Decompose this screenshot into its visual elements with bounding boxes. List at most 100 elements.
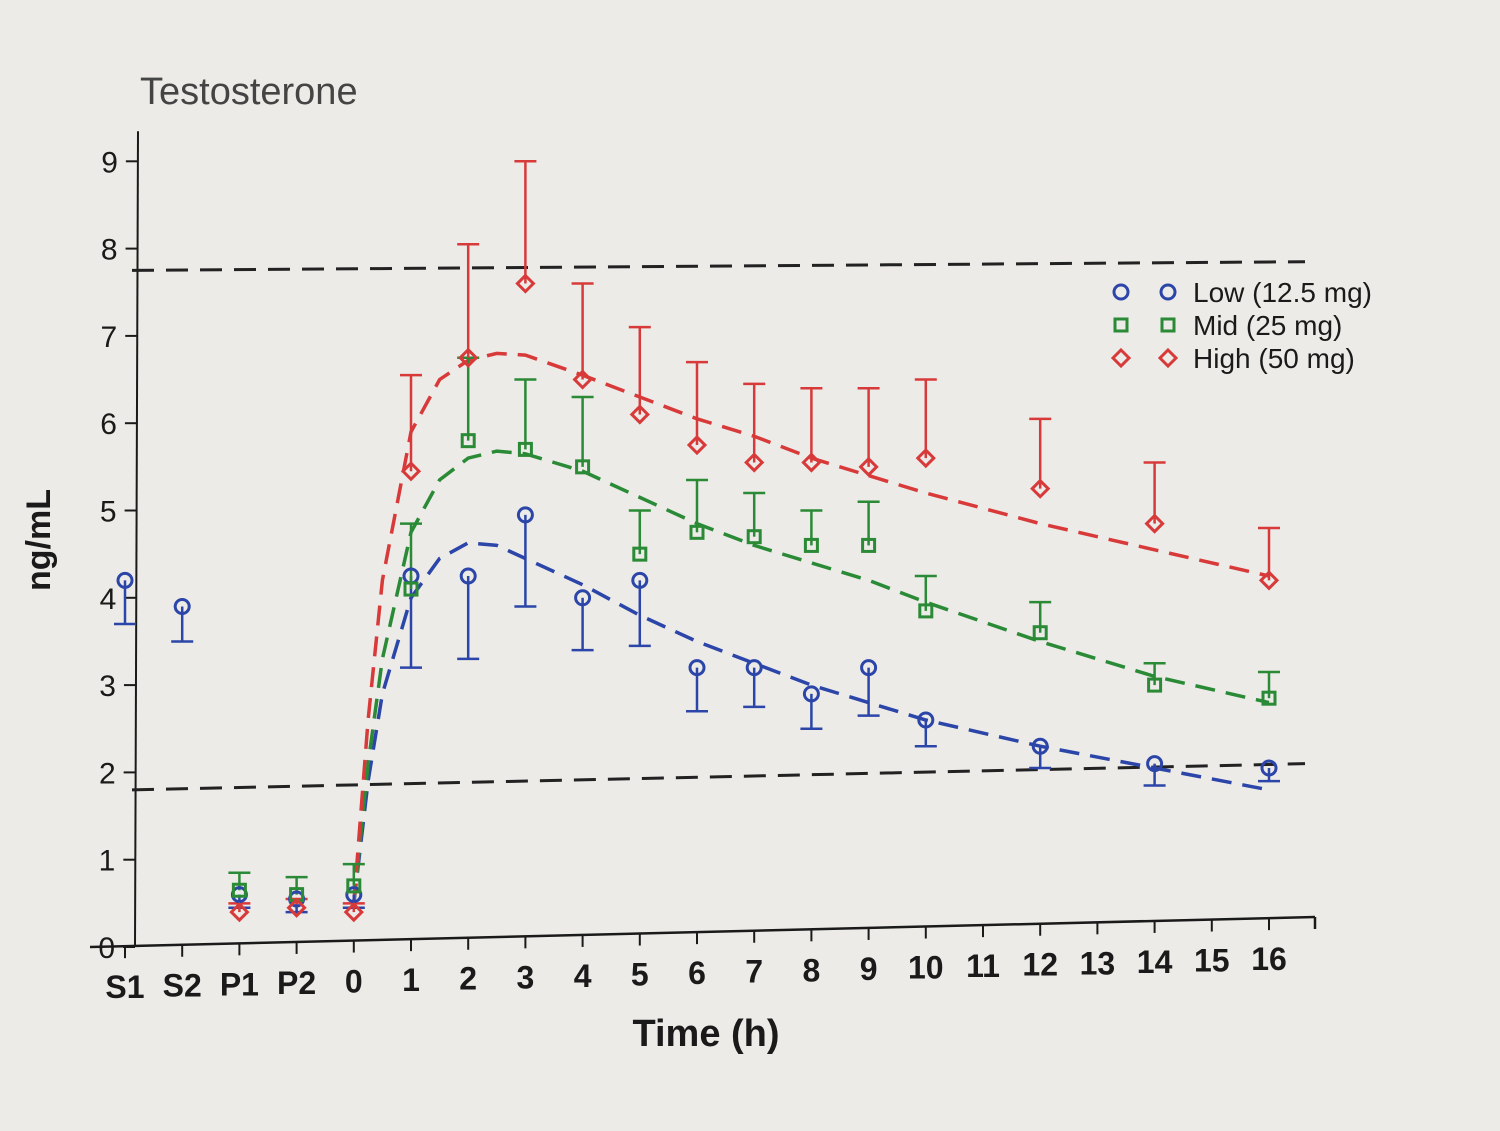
x-tick-label: 10	[908, 950, 944, 986]
y-axis-label: ng/mL	[20, 489, 58, 591]
data-point	[343, 901, 364, 923]
data-point	[915, 447, 936, 469]
data-point	[345, 886, 363, 904]
data-point	[459, 567, 477, 585]
data-point	[801, 452, 822, 473]
y-tick-label: 8	[101, 234, 118, 267]
x-tick-label: 9	[860, 951, 878, 987]
y-tick-label: 1	[99, 845, 116, 878]
legend-marker	[1112, 283, 1130, 301]
x-tick-label: 7	[745, 954, 763, 990]
data-point	[802, 685, 820, 703]
reference-lines	[131, 260, 1306, 792]
y-tick-label: 0	[98, 932, 115, 965]
data-point	[575, 459, 591, 475]
data-point	[746, 529, 762, 545]
data-point	[917, 711, 935, 729]
x-tick-label: 5	[631, 957, 649, 993]
x-tick-label: 14	[1137, 944, 1173, 980]
x-tick-label: 4	[574, 958, 592, 994]
data-point	[286, 897, 307, 918]
y-tick-label: 2	[99, 757, 116, 790]
x-tick-label: 6	[688, 955, 706, 991]
x-tick-label: 3	[517, 959, 535, 995]
data-point	[403, 581, 419, 597]
legend-label: Low (12.5 mg)	[1193, 277, 1372, 308]
data-point	[516, 506, 534, 524]
x-tick-label: 16	[1251, 941, 1287, 977]
x-tick-label: 13	[1080, 945, 1116, 981]
data-point	[116, 571, 134, 589]
legend-label: High (50 mg)	[1193, 343, 1355, 374]
x-tick-label: P2	[277, 965, 316, 1001]
y-tick-label: 5	[100, 496, 117, 529]
y-tick-label: 7	[101, 321, 118, 354]
data-point	[400, 461, 422, 482]
x-axis-line	[89, 915, 1316, 949]
legend-marker	[1157, 347, 1179, 369]
fit-curve	[352, 351, 1270, 904]
data-markers	[116, 273, 1280, 923]
legend-marker	[1110, 347, 1132, 369]
x-tick-label: 11	[966, 948, 1000, 984]
data-point	[1032, 625, 1048, 641]
data-point	[572, 369, 593, 390]
data-point	[229, 901, 250, 923]
fit-curves	[352, 351, 1270, 904]
x-axis-label: Time (h)	[632, 1013, 779, 1055]
data-point	[515, 273, 536, 294]
data-point	[689, 524, 705, 540]
x-tick-label: S2	[163, 968, 202, 1004]
fit-curve	[352, 449, 1270, 904]
data-point	[631, 571, 649, 589]
x-tick-label: 1	[402, 962, 420, 998]
data-point	[346, 878, 362, 894]
y-tick-label: 6	[100, 408, 117, 441]
x-tick-label: S1	[105, 969, 144, 1005]
data-point	[861, 537, 877, 553]
y-tick-label: 3	[99, 670, 116, 703]
data-point	[858, 456, 879, 477]
data-point	[918, 603, 934, 619]
data-point	[517, 441, 533, 457]
error-bars	[114, 160, 1280, 914]
data-point	[686, 434, 708, 456]
x-tick-label: P1	[220, 966, 259, 1002]
x-tick-label: 0	[345, 964, 363, 1000]
x-tick-label: 2	[459, 961, 477, 997]
reference-line	[131, 762, 1306, 792]
data-point	[173, 598, 191, 616]
data-point	[460, 433, 476, 449]
reference-line	[131, 260, 1306, 272]
fit-curve	[352, 541, 1270, 904]
data-point	[458, 347, 479, 368]
data-point	[1260, 759, 1278, 777]
data-point	[632, 546, 648, 562]
data-point	[860, 659, 878, 677]
legend-label: Mid (25 mg)	[1193, 310, 1342, 341]
legend-marker	[1113, 317, 1129, 333]
x-tick-label: 12	[1022, 947, 1058, 983]
chart-title: Testosterone	[140, 71, 358, 113]
data-point	[231, 882, 247, 898]
data-point	[574, 589, 592, 607]
legend: Low (12.5 mg)Mid (25 mg)High (50 mg)	[1110, 277, 1372, 374]
legend-marker	[1160, 317, 1176, 333]
data-point	[803, 537, 819, 553]
x-tick-label: 8	[803, 952, 821, 988]
data-point	[1146, 755, 1164, 773]
data-point	[1031, 737, 1049, 755]
data-point	[1144, 513, 1165, 534]
data-point	[1258, 570, 1280, 591]
data-point	[1261, 690, 1277, 706]
data-point	[1147, 677, 1163, 693]
legend-marker	[1159, 283, 1177, 301]
data-point	[745, 659, 763, 677]
data-point	[744, 452, 765, 473]
y-axis-line	[134, 131, 139, 948]
data-point	[1030, 478, 1051, 499]
x-tick-label: 15	[1194, 943, 1230, 979]
